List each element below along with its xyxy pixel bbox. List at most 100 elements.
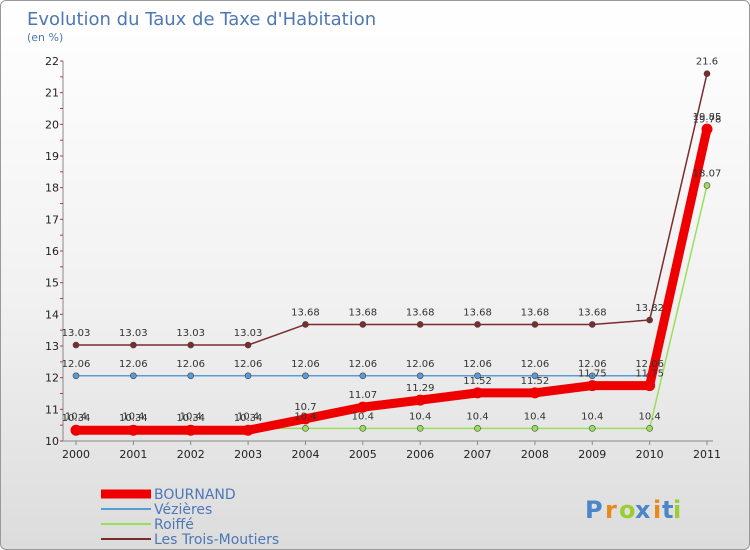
data-label-les-trois-moutiers: 13.68 [406, 307, 435, 318]
logo-letter: x [635, 496, 651, 524]
data-point-les-trois-moutiers [531, 321, 539, 328]
data-label-v-zi-res: 12.06 [62, 359, 91, 370]
data-label-les-trois-moutiers: 13.03 [234, 328, 263, 339]
data-label-les-trois-moutiers: 13.68 [348, 307, 377, 318]
data-label-bournand: 11.75 [578, 369, 607, 380]
data-point-roiff- [646, 425, 653, 432]
data-point-bournand [586, 380, 598, 392]
data-label-v-zi-res: 12.06 [578, 359, 607, 370]
data-label-les-trois-moutiers: 13.68 [521, 307, 550, 318]
y-tick-label: 13 [45, 340, 59, 353]
data-point-les-trois-moutiers [416, 321, 424, 328]
data-label-v-zi-res: 12.06 [521, 359, 550, 370]
x-tick-label: 2011 [693, 448, 721, 461]
data-point-v-zi-res [187, 372, 195, 380]
data-point-bournand [242, 424, 254, 436]
data-point-v-zi-res [531, 372, 539, 380]
x-tick-label: 2002 [177, 448, 205, 461]
y-tick-label: 15 [45, 277, 59, 290]
data-point-bournand [701, 123, 713, 135]
x-tick-label: 2009 [578, 448, 606, 461]
data-point-roiff- [474, 425, 481, 432]
y-tick-label: 22 [45, 55, 59, 68]
data-point-bournand [357, 401, 369, 413]
data-label-les-trois-moutiers: 13.82 [635, 303, 664, 314]
data-point-bournand [127, 424, 139, 436]
data-label-v-zi-res: 12.06 [348, 359, 377, 370]
y-tick-label: 10 [45, 435, 59, 448]
data-label-v-zi-res: 19.78 [693, 114, 722, 125]
data-point-les-trois-moutiers [72, 341, 80, 349]
logo-letter: i [673, 496, 681, 524]
data-label-bournand: 11.07 [348, 390, 377, 401]
x-tick-label: 2005 [349, 448, 377, 461]
data-point-bournand [70, 424, 82, 436]
data-point-les-trois-moutiers [703, 70, 711, 77]
data-label-roiff-: 10.4 [466, 411, 488, 422]
data-point-roiff- [359, 425, 367, 432]
data-point-roiff- [703, 182, 711, 189]
data-point-les-trois-moutiers [588, 321, 596, 328]
legend-label: Vézières [154, 502, 212, 518]
data-point-les-trois-moutiers [302, 321, 309, 328]
series-line-bournand [71, 124, 712, 435]
data-label-roiff-: 10.4 [524, 411, 546, 422]
data-label-bournand: 19.85 [693, 112, 722, 123]
data-label-v-zi-res: 12.06 [234, 359, 263, 370]
data-label-v-zi-res: 12.06 [635, 359, 664, 370]
logo-letter: o [619, 496, 636, 524]
series-line-les-trois-moutiers [75, 72, 708, 346]
data-point-v-zi-res [359, 372, 367, 380]
data-label-v-zi-res: 12.06 [463, 359, 492, 370]
x-tick-label: 2006 [406, 448, 434, 461]
data-point-v-zi-res [72, 372, 80, 380]
data-label-les-trois-moutiers: 13.68 [578, 307, 607, 318]
data-label-v-zi-res: 12.06 [406, 359, 435, 370]
data-labels: 13.03 13.03 13.03 13.03 13.68 13.68 13.68 13.68… [62, 57, 722, 425]
data-label-roiff-: 10.4 [352, 411, 374, 422]
x-tick-label: 2004 [291, 448, 319, 461]
x-tick-label: 2003 [234, 448, 262, 461]
y-tick-label: 18 [45, 182, 59, 195]
data-label-v-zi-res: 12.06 [176, 359, 205, 370]
data-point-les-trois-moutiers [187, 341, 195, 349]
data-label-roiff-: 10.4 [180, 411, 202, 422]
data-point-les-trois-moutiers [646, 316, 653, 324]
data-label-les-trois-moutiers: 13.03 [62, 328, 91, 339]
data-label-bournand: 10.7 [294, 402, 316, 413]
data-point-roiff- [416, 425, 424, 432]
data-label-roiff-: 10.4 [639, 411, 661, 422]
x-tick-label: 2008 [521, 448, 549, 461]
data-label-les-trois-moutiers: 13.68 [291, 307, 320, 318]
series-layer [70, 70, 713, 436]
data-label-roiff-: 10.4 [237, 411, 259, 422]
data-point-v-zi-res [588, 372, 596, 380]
data-point-bournand [644, 380, 656, 392]
data-label-v-zi-res: 12.06 [291, 359, 320, 370]
y-tick-label: 14 [45, 308, 59, 321]
data-point-roiff- [588, 425, 596, 432]
data-label-bournand: 11.75 [635, 369, 664, 380]
y-tick-label: 16 [45, 245, 59, 258]
data-point-bournand [414, 394, 426, 406]
data-label-bournand: 10.34 [62, 413, 91, 424]
data-point-bournand [299, 413, 311, 425]
data-point-roiff- [531, 425, 539, 432]
data-label-roiff-: 10.4 [65, 411, 87, 422]
x-tick-label: 2001 [119, 448, 147, 461]
data-label-bournand: 10.34 [234, 413, 263, 424]
data-point-roiff- [302, 425, 309, 432]
data-label-les-trois-moutiers: 13.03 [119, 328, 148, 339]
data-point-bournand [529, 387, 541, 399]
chart-title: Evolution du Taux de Taxe d'Habitation [27, 9, 376, 30]
data-point-bournand [472, 387, 484, 399]
logo-letter: t [662, 496, 673, 524]
data-label-roiff-: 18.07 [693, 168, 722, 179]
y-tick-label: 20 [45, 118, 59, 131]
legend-label: BOURNAND [154, 487, 236, 503]
data-label-bournand: 11.52 [521, 376, 550, 387]
y-tick-label: 21 [45, 87, 59, 100]
